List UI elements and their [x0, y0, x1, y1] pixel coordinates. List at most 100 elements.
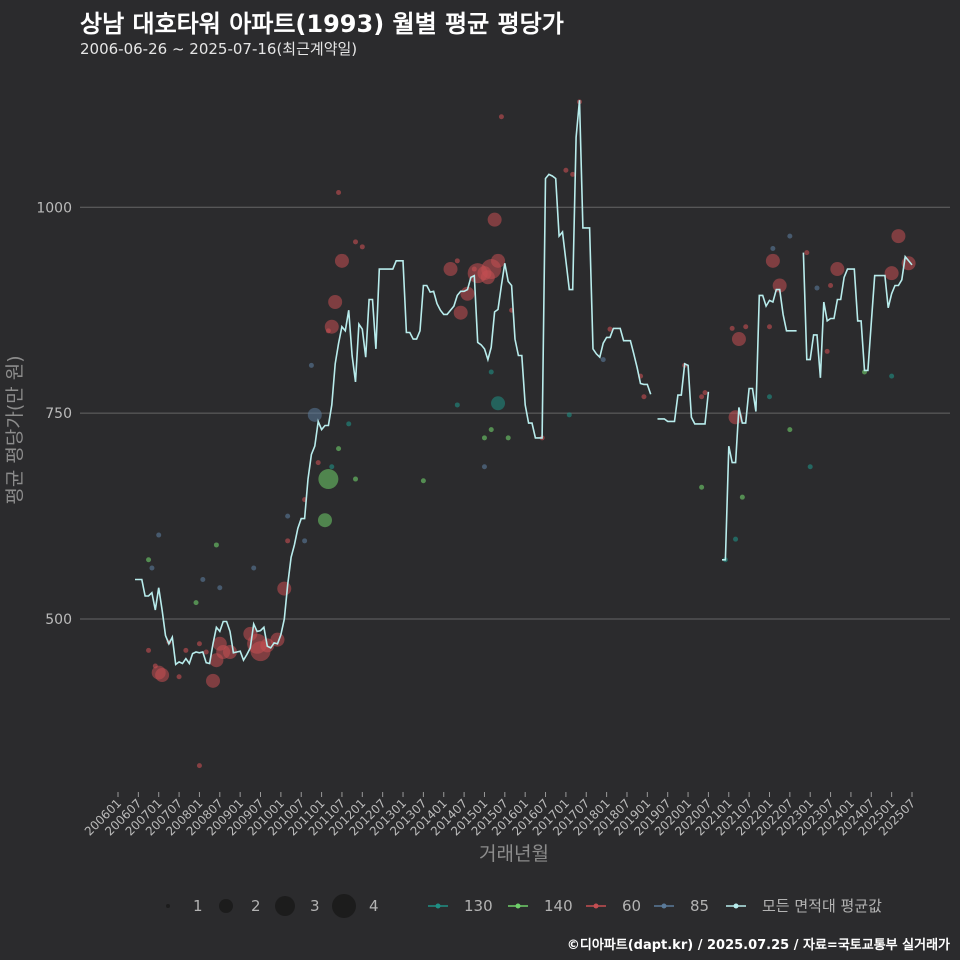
point-area-140 — [353, 476, 359, 482]
legend-size-label: 3 — [310, 897, 320, 915]
point-area-60 — [804, 250, 810, 256]
point-area-140 — [146, 557, 152, 563]
y-tick-label: 1000 — [36, 200, 72, 216]
point-area-60 — [766, 324, 772, 330]
point-area-140 — [193, 600, 199, 606]
legend-color-label: 60 — [622, 897, 641, 915]
point-area-85 — [156, 532, 162, 538]
point-area-60 — [196, 763, 202, 769]
legend-color-dot — [661, 903, 667, 909]
legend-color-label: 130 — [464, 897, 493, 915]
chart-title: 상남 대호타워 아파트(1993) 월별 평균 평당가 — [80, 10, 564, 38]
point-area-60 — [203, 649, 209, 655]
point-area-60 — [353, 239, 359, 245]
point-area-85 — [251, 565, 257, 571]
point-area-60 — [641, 394, 647, 400]
point-area-140 — [213, 542, 219, 548]
point-area-60 — [315, 460, 321, 466]
scatter-points — [146, 99, 916, 769]
point-area-85 — [217, 585, 223, 591]
legend-color-label: 85 — [690, 897, 709, 915]
legend-size-symbol — [166, 904, 170, 908]
point-area-85 — [481, 464, 487, 470]
point-area-60 — [176, 674, 182, 680]
point-area-130 — [889, 373, 895, 379]
point-area-60 — [830, 262, 845, 277]
point-area-130 — [454, 402, 460, 408]
point-area-60 — [729, 325, 735, 331]
average-line — [802, 252, 913, 378]
point-area-60 — [277, 581, 292, 596]
legend-color-dot — [515, 903, 521, 909]
point-area-85 — [200, 577, 206, 583]
point-area-60 — [206, 673, 221, 688]
point-area-85 — [770, 245, 776, 251]
point-area-60 — [324, 319, 339, 334]
point-area-85 — [302, 538, 308, 544]
footer-credit: ©디아파트(dapt.kr) / 2025.07.25 / 자료=국토교통부 실… — [566, 938, 950, 953]
point-area-130 — [346, 421, 352, 427]
point-area-85 — [600, 357, 606, 363]
point-area-60 — [491, 253, 506, 268]
point-area-85 — [149, 565, 155, 571]
point-area-130 — [566, 412, 572, 418]
point-area-60 — [328, 295, 343, 309]
legend-color-dot — [435, 903, 441, 909]
point-area-60 — [702, 390, 708, 396]
point-area-60 — [336, 189, 342, 195]
point-area-140 — [787, 427, 793, 433]
point-area-60 — [731, 332, 746, 347]
point-area-60 — [285, 538, 291, 544]
point-area-60 — [487, 212, 502, 227]
point-area-60 — [743, 324, 749, 330]
legend-size-symbol — [219, 899, 233, 913]
point-area-85 — [308, 362, 314, 368]
point-area-140 — [420, 478, 426, 484]
x-axis-ticks: 2006012006072007012007072008012008072009… — [82, 792, 918, 839]
point-area-60 — [460, 286, 475, 301]
point-area-140 — [488, 427, 494, 433]
point-area-60 — [765, 253, 780, 268]
legend-size-label: 4 — [369, 897, 379, 915]
y-axis-ticks: 500 750 1000 — [36, 200, 72, 628]
point-area-60 — [828, 283, 834, 289]
average-line — [135, 100, 652, 666]
average-line-group — [135, 100, 913, 666]
legend-size-symbol — [275, 896, 295, 916]
point-area-60 — [824, 348, 830, 354]
average-line — [657, 362, 710, 425]
average-line — [722, 288, 797, 561]
point-area-140 — [336, 446, 342, 452]
legend-size-label: 2 — [251, 897, 261, 915]
x-axis-title: 거래년월 — [479, 843, 549, 865]
point-area-85 — [787, 233, 793, 239]
point-area-60 — [453, 305, 468, 320]
gridlines — [80, 206, 950, 620]
point-area-130 — [766, 394, 772, 400]
legend-size-symbol — [332, 894, 356, 918]
legend-color-label: 모든 면적대 평균값 — [762, 897, 882, 915]
point-area-60 — [699, 394, 705, 400]
point-area-60 — [183, 647, 189, 653]
point-area-140 — [505, 435, 511, 441]
point-area-60 — [359, 244, 365, 250]
point-area-130 — [329, 464, 335, 470]
y-axis-title: 평균 평당가(만 원) — [4, 355, 26, 504]
y-tick-label: 750 — [45, 406, 72, 422]
point-area-130 — [488, 369, 494, 375]
legend: 1 2 3 4 130 140 60 85 모든 면적대 평균값 — [166, 894, 882, 918]
point-area-85 — [285, 513, 291, 519]
point-area-60 — [196, 641, 202, 647]
point-area-140 — [481, 435, 487, 441]
point-area-130 — [733, 536, 739, 542]
point-area-130 — [807, 464, 813, 470]
point-area-140 — [318, 469, 339, 490]
point-area-60 — [884, 266, 899, 281]
legend-color-dot — [733, 903, 739, 909]
point-area-60 — [454, 258, 460, 264]
point-area-140 — [317, 513, 332, 528]
point-area-60 — [891, 229, 906, 244]
point-area-60 — [334, 253, 349, 268]
legend-size-label: 1 — [193, 897, 203, 915]
